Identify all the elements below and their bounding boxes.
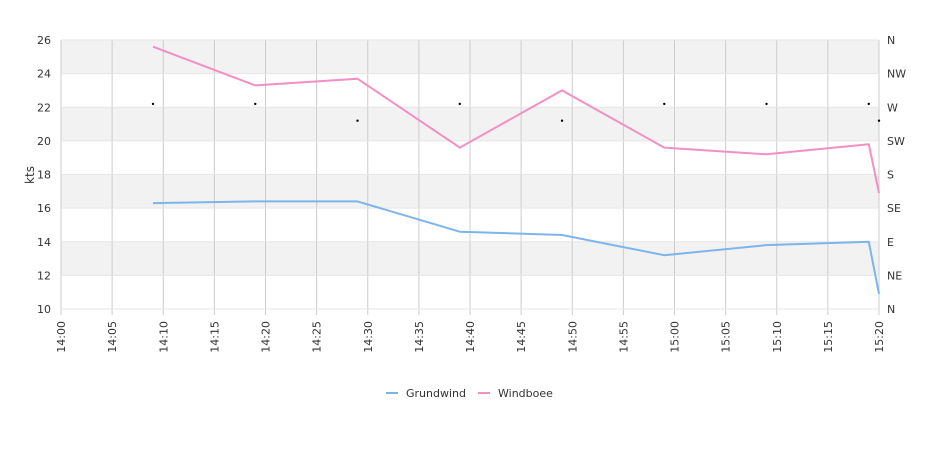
y-tick-label: 26 xyxy=(37,34,51,47)
y-tick-label: 24 xyxy=(37,68,51,81)
direction-marker xyxy=(254,102,257,106)
x-tick-label: 14:55 xyxy=(617,321,630,353)
right-axis-ticks: N NE E SE S SW W NW N xyxy=(887,34,906,316)
right-tick-label: NW xyxy=(887,68,906,81)
y-tick-label: 18 xyxy=(37,169,51,182)
right-tick-label: NE xyxy=(887,269,902,282)
series-line-windboee xyxy=(152,45,880,194)
right-tick-label: N xyxy=(887,303,895,316)
x-tick-label: 14:50 xyxy=(566,321,579,353)
x-tick-label: 14:15 xyxy=(208,321,221,353)
x-tick-label: 14:00 xyxy=(55,321,68,353)
right-tick-label: S xyxy=(887,169,894,182)
x-tick-label: 14:05 xyxy=(106,321,119,353)
direction-marker xyxy=(867,102,870,106)
x-tick-label: 15:00 xyxy=(669,321,682,353)
right-tick-label: E xyxy=(887,236,894,249)
y-tick-label: 22 xyxy=(37,101,51,114)
direction-marker xyxy=(877,119,881,122)
direction-marker xyxy=(151,102,155,106)
x-axis-ticks: 14:00 14:05 14:10 14:15 14:20 14:25 14:30 14:35… xyxy=(55,321,886,353)
series-lines xyxy=(152,45,880,295)
x-tick-label: 14:20 xyxy=(260,321,273,353)
x-tick-label: 14:45 xyxy=(515,321,528,353)
x-tick-label: 15:20 xyxy=(873,321,886,353)
x-tick-label: 15:05 xyxy=(720,321,733,353)
direction-marker xyxy=(560,119,564,122)
y-tick-label: 10 xyxy=(37,303,51,316)
x-tick-label: 14:10 xyxy=(157,321,170,353)
y-tick-label: 20 xyxy=(37,135,51,148)
horizontal-gridlines xyxy=(61,39,879,310)
legend-label-windboee: Windboee xyxy=(498,387,553,400)
y-tick-label: 12 xyxy=(37,269,51,282)
y-axis-ticks: 10 12 14 16 18 20 22 24 26 xyxy=(37,34,51,316)
right-tick-label: SW xyxy=(887,135,905,148)
direction-marker xyxy=(765,102,768,106)
y-tick-label: 14 xyxy=(37,236,51,249)
direction-markers xyxy=(151,102,881,122)
y-tick-label: 16 xyxy=(37,202,51,215)
direction-marker xyxy=(663,102,666,106)
right-tick-label: N xyxy=(887,34,895,47)
right-tick-label: SE xyxy=(887,202,901,215)
x-tick-label: 15:10 xyxy=(771,321,784,353)
x-tick-label: 14:35 xyxy=(413,321,426,353)
x-tick-label: 14:25 xyxy=(311,321,324,353)
direction-marker xyxy=(458,102,461,106)
x-tick-label: 15:15 xyxy=(822,321,835,353)
direction-marker xyxy=(356,119,359,122)
x-tick-label: 14:30 xyxy=(362,321,375,353)
y-axis-title: kts xyxy=(23,166,37,184)
series-line-grundwind xyxy=(152,200,880,295)
legend-label-grundwind: Grundwind xyxy=(406,387,466,400)
right-tick-label: W xyxy=(887,101,898,114)
legend: Grundwind Windboee xyxy=(386,387,553,400)
x-tick-label: 14:40 xyxy=(464,321,477,353)
